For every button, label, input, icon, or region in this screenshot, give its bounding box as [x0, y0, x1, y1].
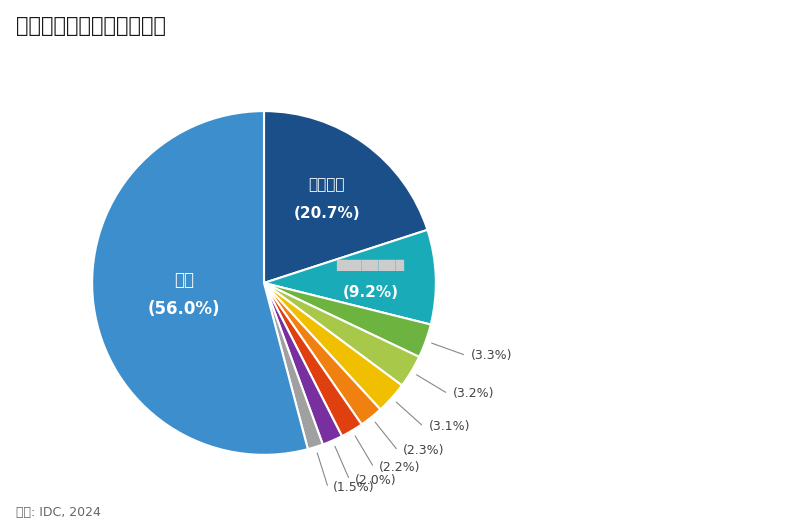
Wedge shape: [264, 230, 436, 324]
Text: (2.2%): (2.2%): [379, 461, 421, 474]
Wedge shape: [264, 283, 322, 449]
Wedge shape: [264, 283, 380, 424]
Text: (2.0%): (2.0%): [354, 474, 396, 486]
Text: (56.0%): (56.0%): [147, 300, 220, 319]
Wedge shape: [264, 283, 430, 357]
Text: (20.7%): (20.7%): [294, 206, 360, 222]
Wedge shape: [264, 283, 342, 444]
Text: 其他: 其他: [174, 271, 194, 289]
Text: (3.3%): (3.3%): [471, 349, 513, 362]
Text: 来源: IDC, 2024: 来源: IDC, 2024: [16, 506, 101, 519]
Wedge shape: [264, 283, 402, 409]
Wedge shape: [264, 111, 427, 283]
Text: ████████: ████████: [337, 260, 405, 271]
Wedge shape: [264, 283, 362, 436]
Text: (3.1%): (3.1%): [429, 420, 470, 433]
Wedge shape: [264, 283, 419, 386]
Text: (9.2%): (9.2%): [342, 286, 398, 300]
Text: (3.2%): (3.2%): [454, 387, 494, 400]
Text: 飞渡科技: 飞渡科技: [308, 177, 345, 192]
Text: 子市场：数字孪生平台市场: 子市场：数字孪生平台市场: [16, 16, 166, 36]
Text: (1.5%): (1.5%): [334, 482, 375, 495]
Text: (2.3%): (2.3%): [403, 444, 445, 457]
Wedge shape: [92, 111, 308, 455]
